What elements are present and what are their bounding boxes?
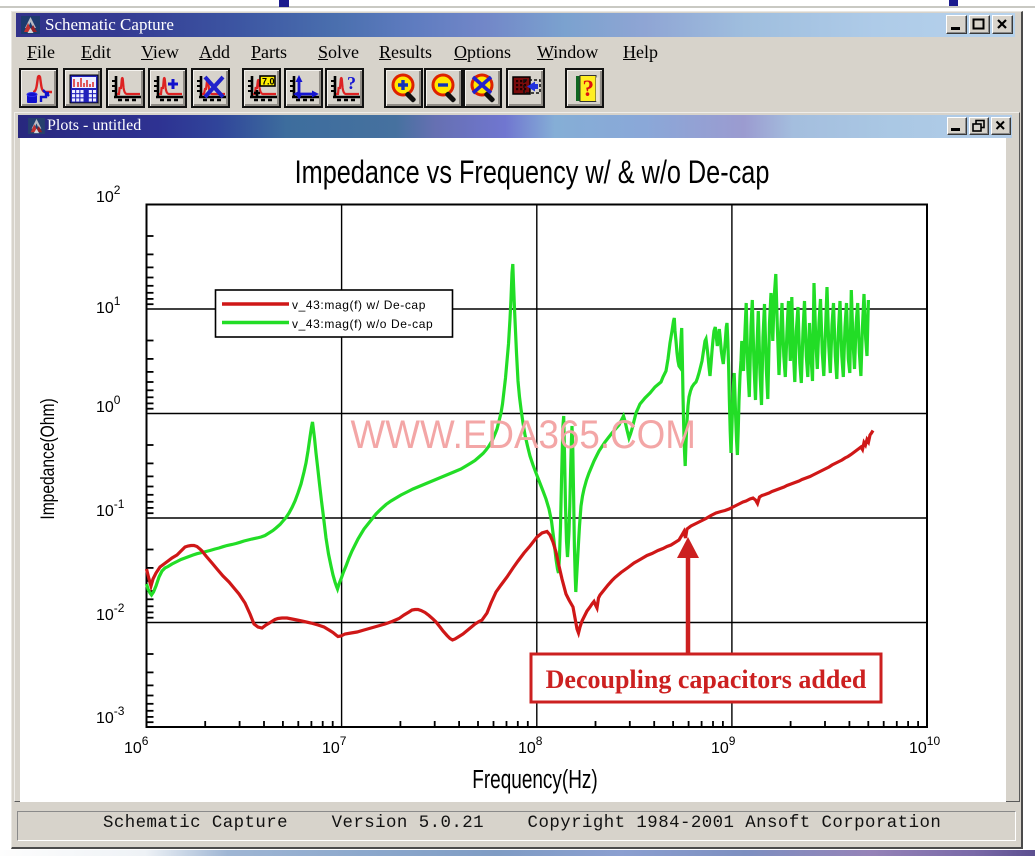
svg-text:Impedance vs Frequency w/ & w/: Impedance vs Frequency w/ & w/o De-cap <box>295 155 770 191</box>
svg-text:Frequency(Hz): Frequency(Hz) <box>472 764 597 794</box>
svg-text:Impedance(Ohm): Impedance(Ohm) <box>36 398 58 519</box>
svg-text:10-1: 10-1 <box>96 497 125 520</box>
svg-text:102: 102 <box>96 183 121 206</box>
svg-text:101: 101 <box>96 294 121 317</box>
svg-text:108: 108 <box>518 734 543 757</box>
svg-text:106: 106 <box>124 734 149 757</box>
svg-text:109: 109 <box>711 734 736 757</box>
svg-text:1010: 1010 <box>909 734 940 757</box>
svg-text:v_43:mag(f) w/ De-cap: v_43:mag(f) w/ De-cap <box>292 298 426 312</box>
svg-text:107: 107 <box>322 734 347 757</box>
svg-text:?: ? <box>347 73 356 93</box>
svg-text:WWW.EDA365.COM: WWW.EDA365.COM <box>351 413 696 458</box>
svg-text:100: 100 <box>96 393 121 416</box>
svg-text:10-3: 10-3 <box>96 704 125 727</box>
svg-text:v_43:mag(f) w/o De-cap: v_43:mag(f) w/o De-cap <box>292 317 433 331</box>
svg-text:7.0: 7.0 <box>262 77 275 87</box>
svg-text:?: ? <box>583 76 595 101</box>
svg-text:10-2: 10-2 <box>96 601 125 624</box>
svg-text:Decoupling capacitors added: Decoupling capacitors added <box>546 665 867 694</box>
